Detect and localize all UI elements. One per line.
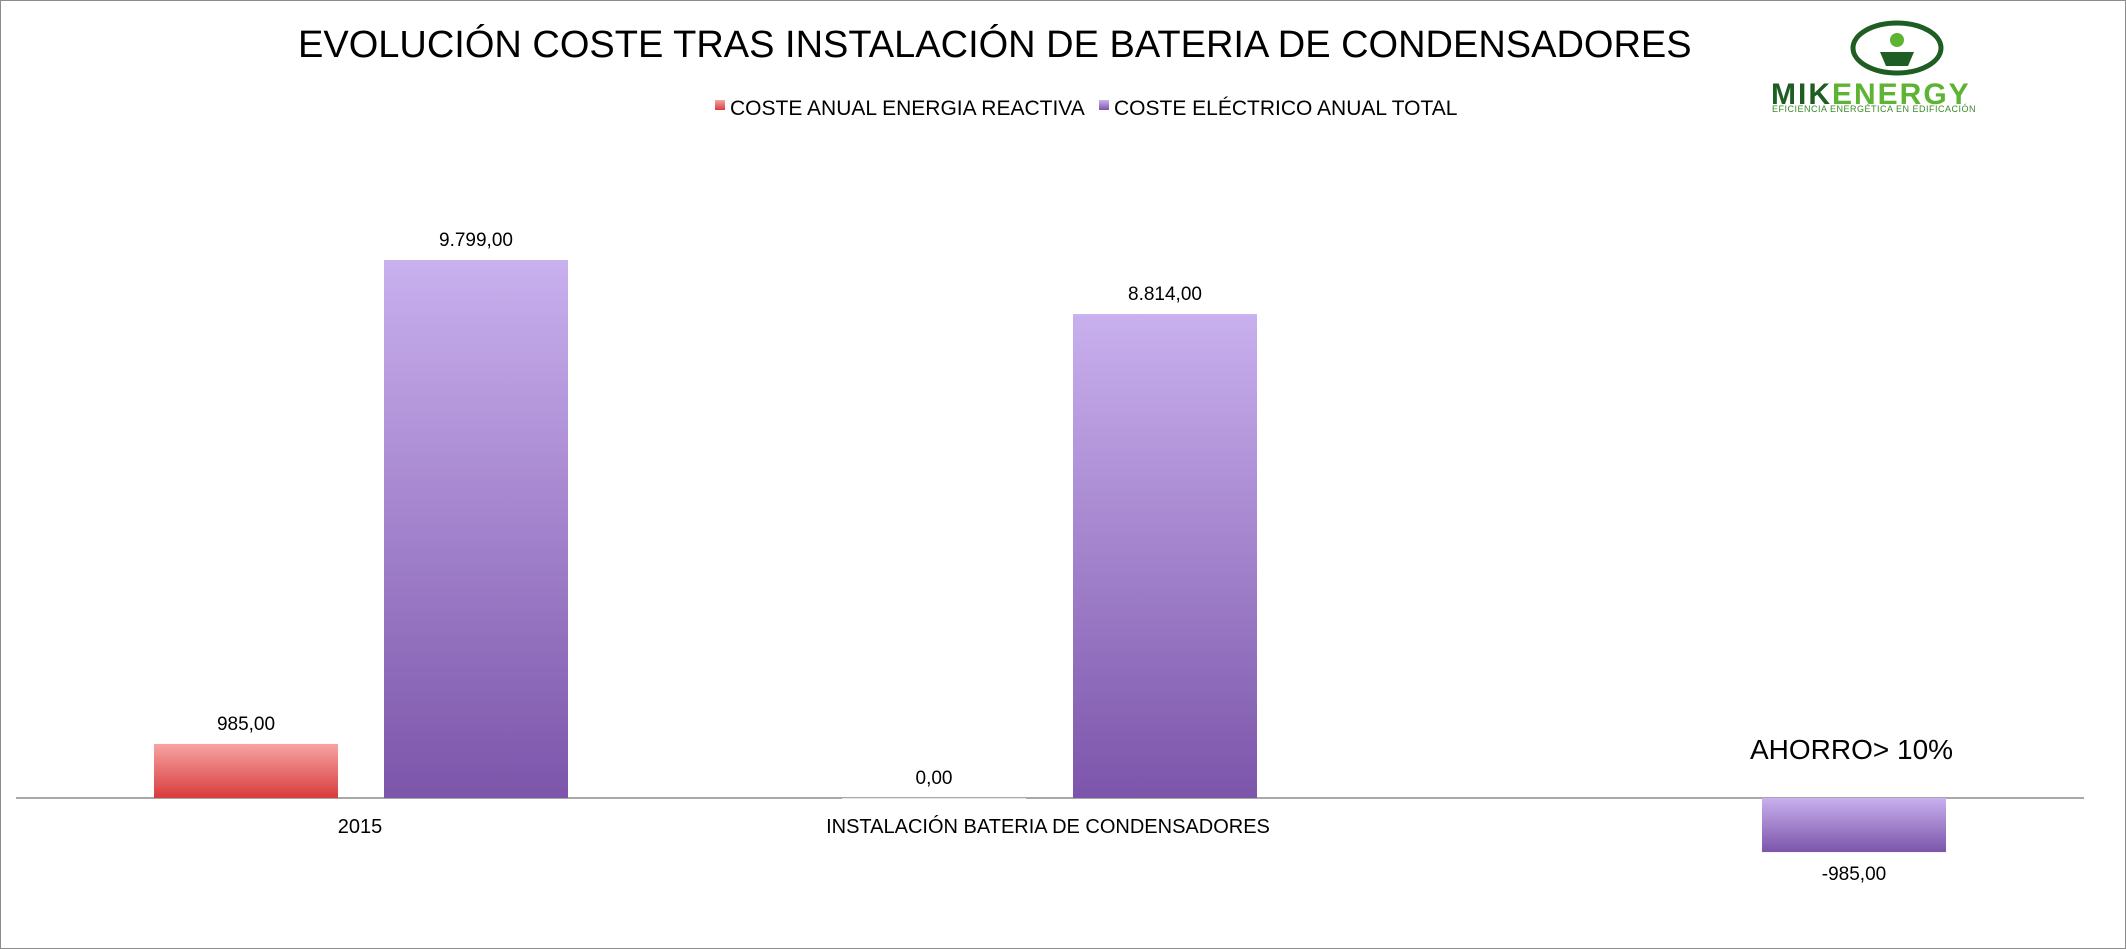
bars-group [154, 260, 1946, 853]
logo-word-energy: ENERGY [1832, 78, 1971, 111]
legend-swatch-total [1099, 100, 1109, 110]
data-label: -985,00 [1822, 864, 1886, 885]
legend-item-reactiva: COSTE ANUAL ENERGIA REACTIVA [715, 97, 1085, 120]
logo-bulb-base [1880, 52, 1914, 66]
bar-total-1 [384, 260, 568, 798]
legend: COSTE ANUAL ENERGIA REACTIVA COSTE ELÉCT… [715, 97, 1457, 120]
legend-label-total: COSTE ELÉCTRICO ANUAL TOTAL [1114, 97, 1457, 120]
legend-label-reactiva: COSTE ANUAL ENERGIA REACTIVA [730, 97, 1085, 120]
x-axis-ticks: 2015 INSTALACIÓN BATERIA DE CONDENSADORE… [338, 815, 1270, 838]
data-label: 985,00 [217, 714, 275, 735]
bar-reactiva-1 [154, 743, 338, 798]
legend-item-total: COSTE ELÉCTRICO ANUAL TOTAL [1099, 97, 1457, 120]
bar-total-3 [1762, 798, 1946, 853]
data-label: 9.799,00 [439, 230, 513, 251]
x-tick-label: 2015 [338, 816, 383, 838]
logo-tagline: EFICIENCIA ENERGÉTICA EN EDIFICACIÓN [1772, 104, 1976, 114]
data-label: 0,00 [916, 768, 953, 789]
logo-bulb-dot [1890, 33, 1904, 47]
logo-word-mik: MIK [1771, 78, 1832, 111]
data-labels-group: 985,00 0,00 9.799,00 8.814,00 -985,00 [217, 230, 1886, 885]
mikenergy-logo: MIKENERGY EFICIENCIA ENERGÉTICA EN EDIFI… [1771, 20, 1976, 114]
bar-total-2 [1073, 314, 1257, 798]
savings-annotation: AHORRO> 10% [1750, 734, 1953, 765]
x-tick-label: INSTALACIÓN BATERIA DE CONDENSADORES [826, 815, 1270, 838]
logo-wordmark: MIKENERGY [1771, 78, 1971, 111]
data-label: 8.814,00 [1128, 284, 1202, 305]
chart-title: EVOLUCIÓN COSTE TRAS INSTALACIÓN DE BATE… [298, 23, 1692, 66]
legend-swatch-reactiva [715, 100, 725, 110]
logo-bulb-ring [1850, 20, 1944, 76]
bar-reactiva-2 [842, 798, 1026, 799]
